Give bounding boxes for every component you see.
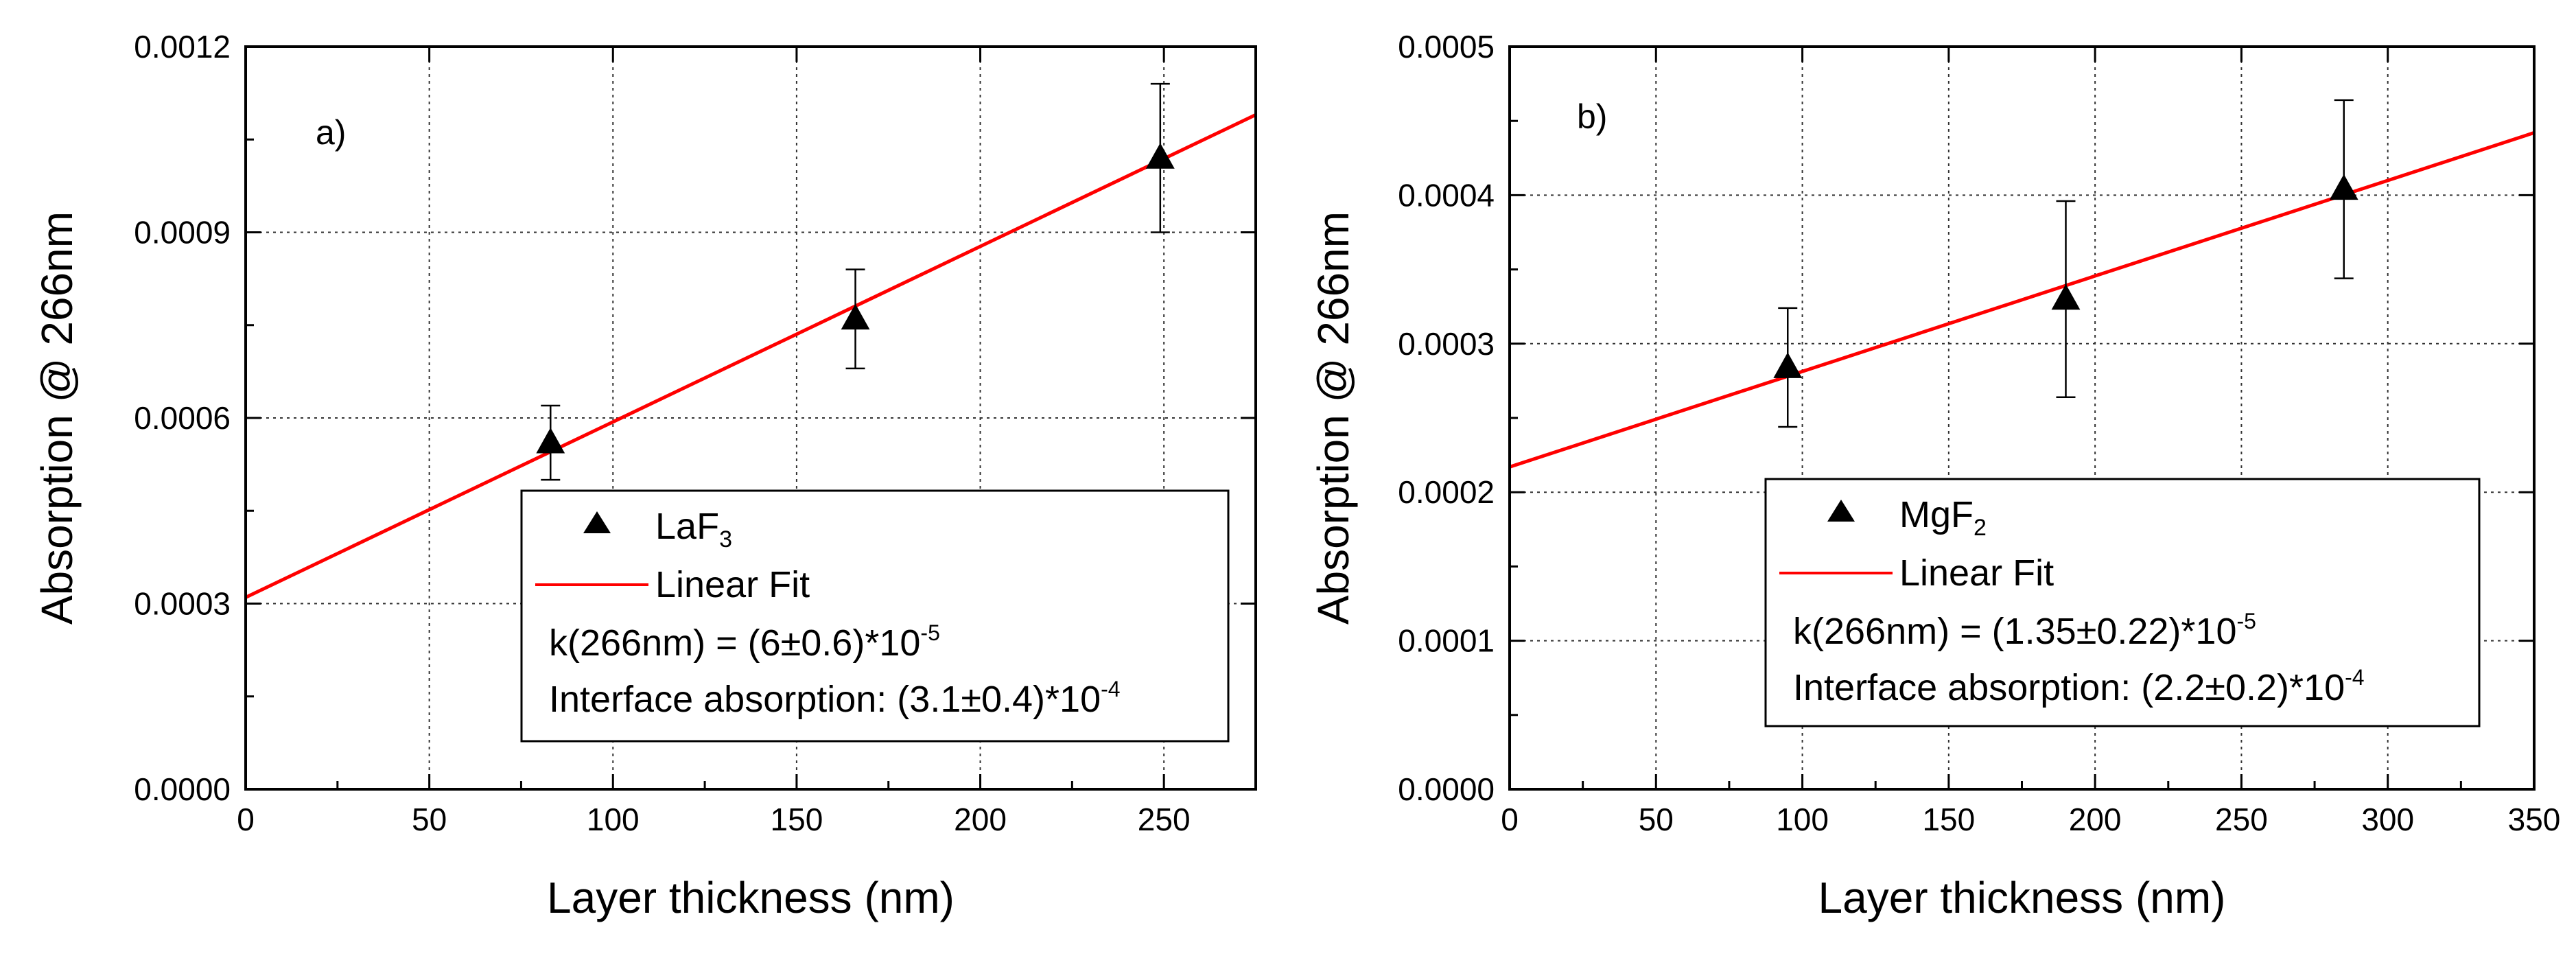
x-tick-label: 200	[2069, 802, 2122, 837]
x-tick-label: 150	[771, 802, 823, 837]
data-point-triangle	[1145, 143, 1175, 169]
data-point-triangle	[536, 428, 565, 454]
legend-k-value: k(266nm) = (1.35±0.22)*10-5	[1793, 609, 2256, 652]
legend-box	[520, 489, 1230, 743]
x-tick-label: 250	[1138, 802, 1191, 837]
y-tick-label: 0.0003	[1398, 326, 1495, 362]
x-tick-label: 100	[587, 802, 640, 837]
y-tick-label: 0.0003	[134, 586, 231, 622]
x-axis-title: Layer thickness (nm)	[547, 873, 955, 922]
legend-interface-exponent: -4	[1101, 677, 1120, 701]
legend-interface-value: Interface absorption: (2.2±0.2)*10-4	[1793, 665, 2365, 708]
y-tick-label: 0.0001	[1398, 623, 1495, 659]
y-tick-label: 0.0004	[1398, 177, 1495, 213]
y-tick-label: 0.0005	[1398, 29, 1495, 65]
data-point-triangle	[2329, 174, 2358, 200]
y-tick-label: 0.0000	[134, 771, 231, 807]
legend-interface-value: Interface absorption: (3.1±0.4)*10-4	[549, 677, 1121, 720]
y-tick-label: 0.0012	[134, 29, 231, 65]
legend-fit-label: Linear Fit	[1899, 552, 2054, 594]
legend-k-base: k(266nm) = (1.35±0.22)*10	[1793, 611, 2237, 652]
legend-k-base: k(266nm) = (6±0.6)*10	[549, 622, 920, 664]
x-tick-label: 50	[412, 802, 447, 837]
data-point-triangle	[2051, 283, 2081, 310]
y-tick-label: 0.0000	[1398, 771, 1495, 807]
linear-fit-line	[246, 113, 1256, 599]
data-point-triangle	[841, 303, 870, 330]
legend-marker-triangle	[1827, 500, 1855, 522]
x-tick-label: 0	[1501, 802, 1519, 837]
x-tick-label: 250	[2215, 802, 2268, 837]
linear-fit-line	[1510, 131, 2534, 469]
legend-interface-base: Interface absorption: (2.2±0.2)*10	[1793, 667, 2345, 708]
legend-interface-base: Interface absorption: (3.1±0.4)*10	[549, 679, 1101, 720]
legend-series-subscript: 3	[719, 526, 732, 552]
y-axis-title: Absorption @ 266nm	[32, 211, 82, 625]
x-tick-label: 100	[1776, 802, 1829, 837]
chart-panel-2: 0 50 100 150 200 250 300 350 0.0000 0.0001 0.0002 0…	[1309, 29, 2560, 922]
legend-series-label: MgF2	[1899, 494, 1987, 541]
y-tick-label: 0.0002	[1398, 474, 1495, 510]
y-axis-title: Absorption @ 266nm	[1309, 211, 1358, 625]
legend-marker-triangle	[583, 511, 611, 533]
x-tick-label: 200	[954, 802, 1007, 837]
legend-box	[1764, 478, 2481, 727]
legend-interface-exponent: -4	[2345, 665, 2364, 690]
panel-label: b)	[1577, 97, 1607, 136]
legend-series-subscript: 2	[1974, 515, 1987, 541]
legend-k-exponent: -5	[2237, 609, 2256, 633]
y-tick-label: 0.0009	[134, 215, 231, 250]
x-tick-label: 150	[1922, 802, 1975, 837]
legend-k-value: k(266nm) = (6±0.6)*10-5	[549, 620, 940, 664]
x-tick-label: 50	[1639, 802, 1674, 837]
x-tick-label: 350	[2508, 802, 2561, 837]
panel-label: a)	[316, 113, 346, 152]
x-tick-label: 0	[237, 802, 255, 837]
data-point-triangle	[1773, 352, 1803, 378]
legend-k-exponent: -5	[920, 620, 939, 645]
legend-fit-label: Linear Fit	[655, 564, 810, 605]
chart-panel-1: 0 50 100 150 200 250 0.0000 0.0003 0.0006 0.0009 0…	[32, 29, 1257, 922]
x-tick-label: 300	[2361, 802, 2414, 837]
x-axis-title: Layer thickness (nm)	[1818, 873, 2226, 922]
y-tick-label: 0.0006	[134, 400, 231, 436]
